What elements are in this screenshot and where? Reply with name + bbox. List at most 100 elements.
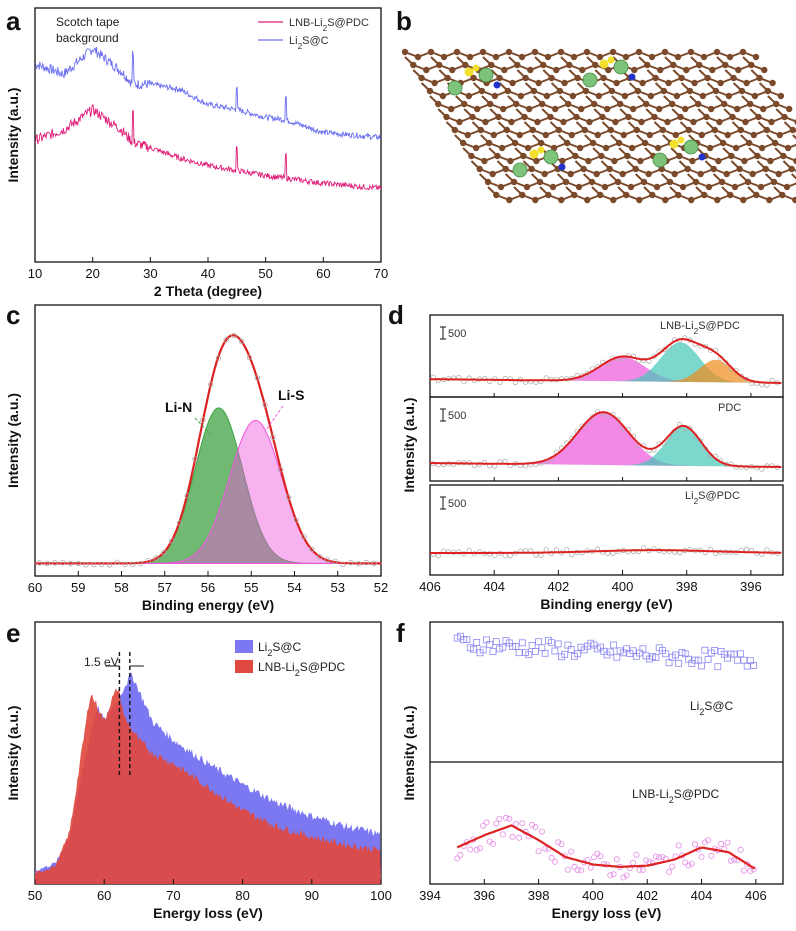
panel-c-tick-label: 55: [244, 580, 258, 595]
panel-c-tick-label: 59: [71, 580, 85, 595]
legend-swatch: [235, 660, 253, 673]
data-point: [463, 636, 471, 643]
carbon-atom: [671, 170, 678, 178]
carbon-atom: [784, 144, 792, 152]
carbon-atom: [619, 170, 626, 178]
carbon-atom: [719, 139, 727, 147]
carbon-atom: [735, 66, 742, 74]
carbon-atom: [749, 170, 756, 178]
carbon-atom: [602, 144, 610, 152]
carbon-atom: [492, 53, 500, 61]
carbon-bond: [792, 134, 796, 140]
data-point: [623, 872, 630, 879]
data-point: [659, 854, 666, 861]
data-point: [591, 854, 598, 861]
carbon-atom: [635, 48, 643, 56]
carbon-atom: [591, 100, 598, 108]
data-point: [731, 856, 738, 863]
peak-area: [430, 412, 783, 467]
data-point: [636, 866, 643, 873]
carbon-atom: [472, 144, 480, 152]
data-point: [293, 517, 299, 523]
panel-e-tick-label: 70: [166, 888, 180, 903]
carbon-atom: [578, 105, 585, 113]
carbon-atom: [464, 131, 471, 139]
data-point: [554, 640, 562, 648]
carbon-atom: [600, 74, 607, 82]
carbon-atom: [739, 48, 747, 56]
carbon-atom: [544, 53, 552, 61]
data-point: [528, 642, 536, 649]
data-point: [348, 559, 354, 566]
carbon-atom: [535, 79, 542, 87]
carbon-atom: [592, 61, 599, 69]
carbon-atom: [686, 87, 694, 95]
data-point: [106, 562, 113, 568]
envelope-line: [430, 338, 782, 384]
sulfur-atom: [472, 64, 480, 72]
carbon-atom: [444, 74, 451, 82]
panel-e-tick-label: 100: [370, 888, 392, 903]
carbon-atom: [575, 183, 583, 191]
carbon-atom: [448, 105, 455, 113]
data-point: [516, 834, 523, 841]
carbon-atom: [468, 152, 475, 160]
panel-d-subplot-frame: [429, 396, 784, 482]
data-point: [599, 549, 606, 555]
data-point: [355, 561, 362, 567]
series-line: [34, 47, 382, 141]
carbon-atom: [479, 48, 487, 56]
data-point: [529, 821, 536, 828]
carbon-atom: [622, 53, 630, 61]
carbon-atom: [641, 139, 649, 147]
carbon-atom: [675, 191, 682, 199]
carbon-atom: [561, 79, 568, 87]
carbon-atom: [781, 113, 788, 121]
carbon-atom: [514, 61, 521, 69]
carbon-atom: [542, 131, 549, 139]
data-point: [711, 647, 718, 654]
carbon-atom: [599, 113, 606, 121]
data-point: [532, 824, 539, 831]
data-point: [509, 833, 516, 840]
carbon-atom: [717, 79, 724, 87]
data-point: [538, 828, 545, 835]
carbon-atom: [506, 196, 513, 204]
carbon-atom: [489, 170, 496, 178]
carbon-atom: [504, 87, 512, 95]
data-point: [701, 839, 708, 846]
data-point: [685, 862, 692, 869]
carbon-atom: [703, 113, 710, 121]
peak-label-li-n: Li-N: [165, 399, 192, 415]
carbon-atom: [539, 100, 546, 108]
data-point: [633, 851, 640, 858]
carbon-atom: [572, 152, 579, 160]
x-axis-title: 2 Theta (degree): [154, 283, 262, 299]
carbon-atom: [583, 48, 591, 56]
data-point: [207, 381, 214, 388]
carbon-atom: [656, 105, 663, 113]
carbon-atom: [689, 157, 696, 165]
carbon-atom: [636, 196, 643, 204]
carbon-atom: [729, 113, 736, 121]
carbon-atom: [436, 61, 443, 69]
carbon-atom: [533, 157, 540, 165]
carbon-atom: [752, 53, 760, 61]
sulfur-atom: [607, 56, 615, 64]
carbon-atom: [690, 118, 697, 126]
data-point: [98, 561, 105, 568]
x-axis-title: Binding energy (eV): [540, 596, 672, 612]
leader-line: [194, 417, 213, 437]
carbon-atom: [766, 196, 773, 204]
carbon-atom: [427, 48, 435, 56]
sulfur-atom: [599, 59, 609, 69]
carbon-atom: [491, 92, 499, 100]
lithium-atom: [512, 162, 528, 178]
data-point: [561, 650, 569, 658]
carbon-atom: [631, 66, 638, 74]
data-point: [630, 859, 637, 866]
carbon-atom: [688, 196, 695, 204]
data-point: [493, 820, 500, 827]
data-point: [548, 854, 555, 861]
panel-d-tick-label: 402: [548, 579, 570, 594]
